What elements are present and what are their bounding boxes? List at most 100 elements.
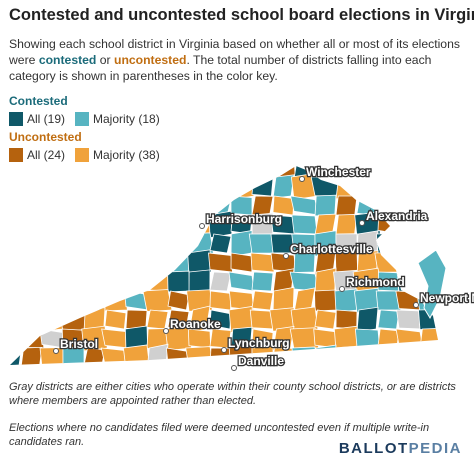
note: Gray districts are either cities who ope… xyxy=(9,381,456,407)
district xyxy=(40,366,66,373)
district xyxy=(251,290,274,311)
district xyxy=(188,176,211,197)
logo: BALLOTPEDIA xyxy=(339,440,462,457)
district xyxy=(462,329,474,348)
district xyxy=(41,176,64,197)
district xyxy=(59,195,88,216)
district xyxy=(20,166,43,178)
district xyxy=(293,252,316,273)
district xyxy=(10,325,25,352)
district xyxy=(230,229,253,258)
district xyxy=(41,213,64,236)
district xyxy=(374,175,403,198)
city-label: Roanoke xyxy=(170,317,221,331)
district xyxy=(10,214,24,235)
district xyxy=(146,166,169,178)
district xyxy=(460,272,474,291)
district xyxy=(20,176,43,197)
district xyxy=(59,306,88,333)
legend-item: Majority (38) xyxy=(75,148,160,162)
city-label: Alexandria xyxy=(366,209,428,223)
map: Winchester Alexandria Harrisonburg Charlott… xyxy=(10,164,474,373)
district xyxy=(100,195,131,216)
district xyxy=(10,308,22,331)
district xyxy=(80,166,109,178)
district xyxy=(125,364,148,365)
district xyxy=(374,166,403,182)
district xyxy=(104,166,127,181)
district xyxy=(437,175,438,198)
legend-row: All (19) Majority (18) xyxy=(9,110,160,128)
city-dot xyxy=(199,223,205,229)
district xyxy=(39,347,66,365)
district xyxy=(146,230,169,257)
district xyxy=(333,325,360,352)
city-dot xyxy=(413,302,419,308)
district xyxy=(251,176,274,197)
district xyxy=(376,367,401,373)
district xyxy=(462,230,474,257)
city-label: Newport News xyxy=(420,291,474,305)
district xyxy=(462,363,474,373)
district xyxy=(83,288,106,313)
district xyxy=(398,347,421,365)
district xyxy=(145,249,170,276)
district xyxy=(80,193,109,218)
district xyxy=(41,307,64,332)
city-dot xyxy=(163,328,169,334)
district xyxy=(10,249,22,276)
subtitle: Showing each school district in Virginia… xyxy=(9,36,467,84)
district xyxy=(10,232,22,255)
district xyxy=(250,252,275,273)
district xyxy=(228,172,255,201)
district xyxy=(10,195,22,216)
district xyxy=(395,328,424,349)
district xyxy=(19,290,44,311)
district xyxy=(290,195,319,216)
district xyxy=(187,328,212,349)
district xyxy=(293,367,316,373)
district xyxy=(167,290,190,311)
city-label: Harrisonburg xyxy=(206,212,282,226)
district xyxy=(145,176,170,197)
legend-row: All (24) Majority (38) xyxy=(9,146,160,164)
district xyxy=(167,166,190,178)
district xyxy=(250,166,275,181)
district xyxy=(41,249,64,276)
legend-label: All (24) xyxy=(27,148,66,162)
legend-label: Majority (38) xyxy=(93,148,160,162)
city-label: Danville xyxy=(238,354,284,368)
district xyxy=(146,194,169,217)
district xyxy=(437,328,438,349)
district xyxy=(122,344,151,365)
district xyxy=(209,271,232,292)
district xyxy=(377,328,400,349)
district xyxy=(208,252,233,273)
district xyxy=(441,234,462,253)
subtitle-text: Showing each school district in Virginia… xyxy=(9,37,460,67)
district xyxy=(10,173,22,200)
district xyxy=(310,176,341,197)
district xyxy=(399,367,420,373)
district xyxy=(80,251,109,274)
district xyxy=(290,306,319,333)
district xyxy=(462,176,474,196)
district xyxy=(335,195,358,216)
subtitle-keyword: uncontested xyxy=(114,53,187,67)
district xyxy=(462,348,474,367)
district xyxy=(314,194,337,217)
district xyxy=(415,233,438,254)
district xyxy=(312,364,339,365)
district xyxy=(20,233,43,254)
subtitle-keyword: contested xyxy=(38,53,97,67)
district xyxy=(209,290,232,311)
district xyxy=(230,252,253,273)
district xyxy=(83,367,105,373)
district xyxy=(461,308,474,330)
legend-label: Majority (18) xyxy=(93,112,160,126)
district xyxy=(314,344,337,365)
district xyxy=(419,327,438,350)
district xyxy=(20,213,43,236)
district xyxy=(83,214,106,235)
